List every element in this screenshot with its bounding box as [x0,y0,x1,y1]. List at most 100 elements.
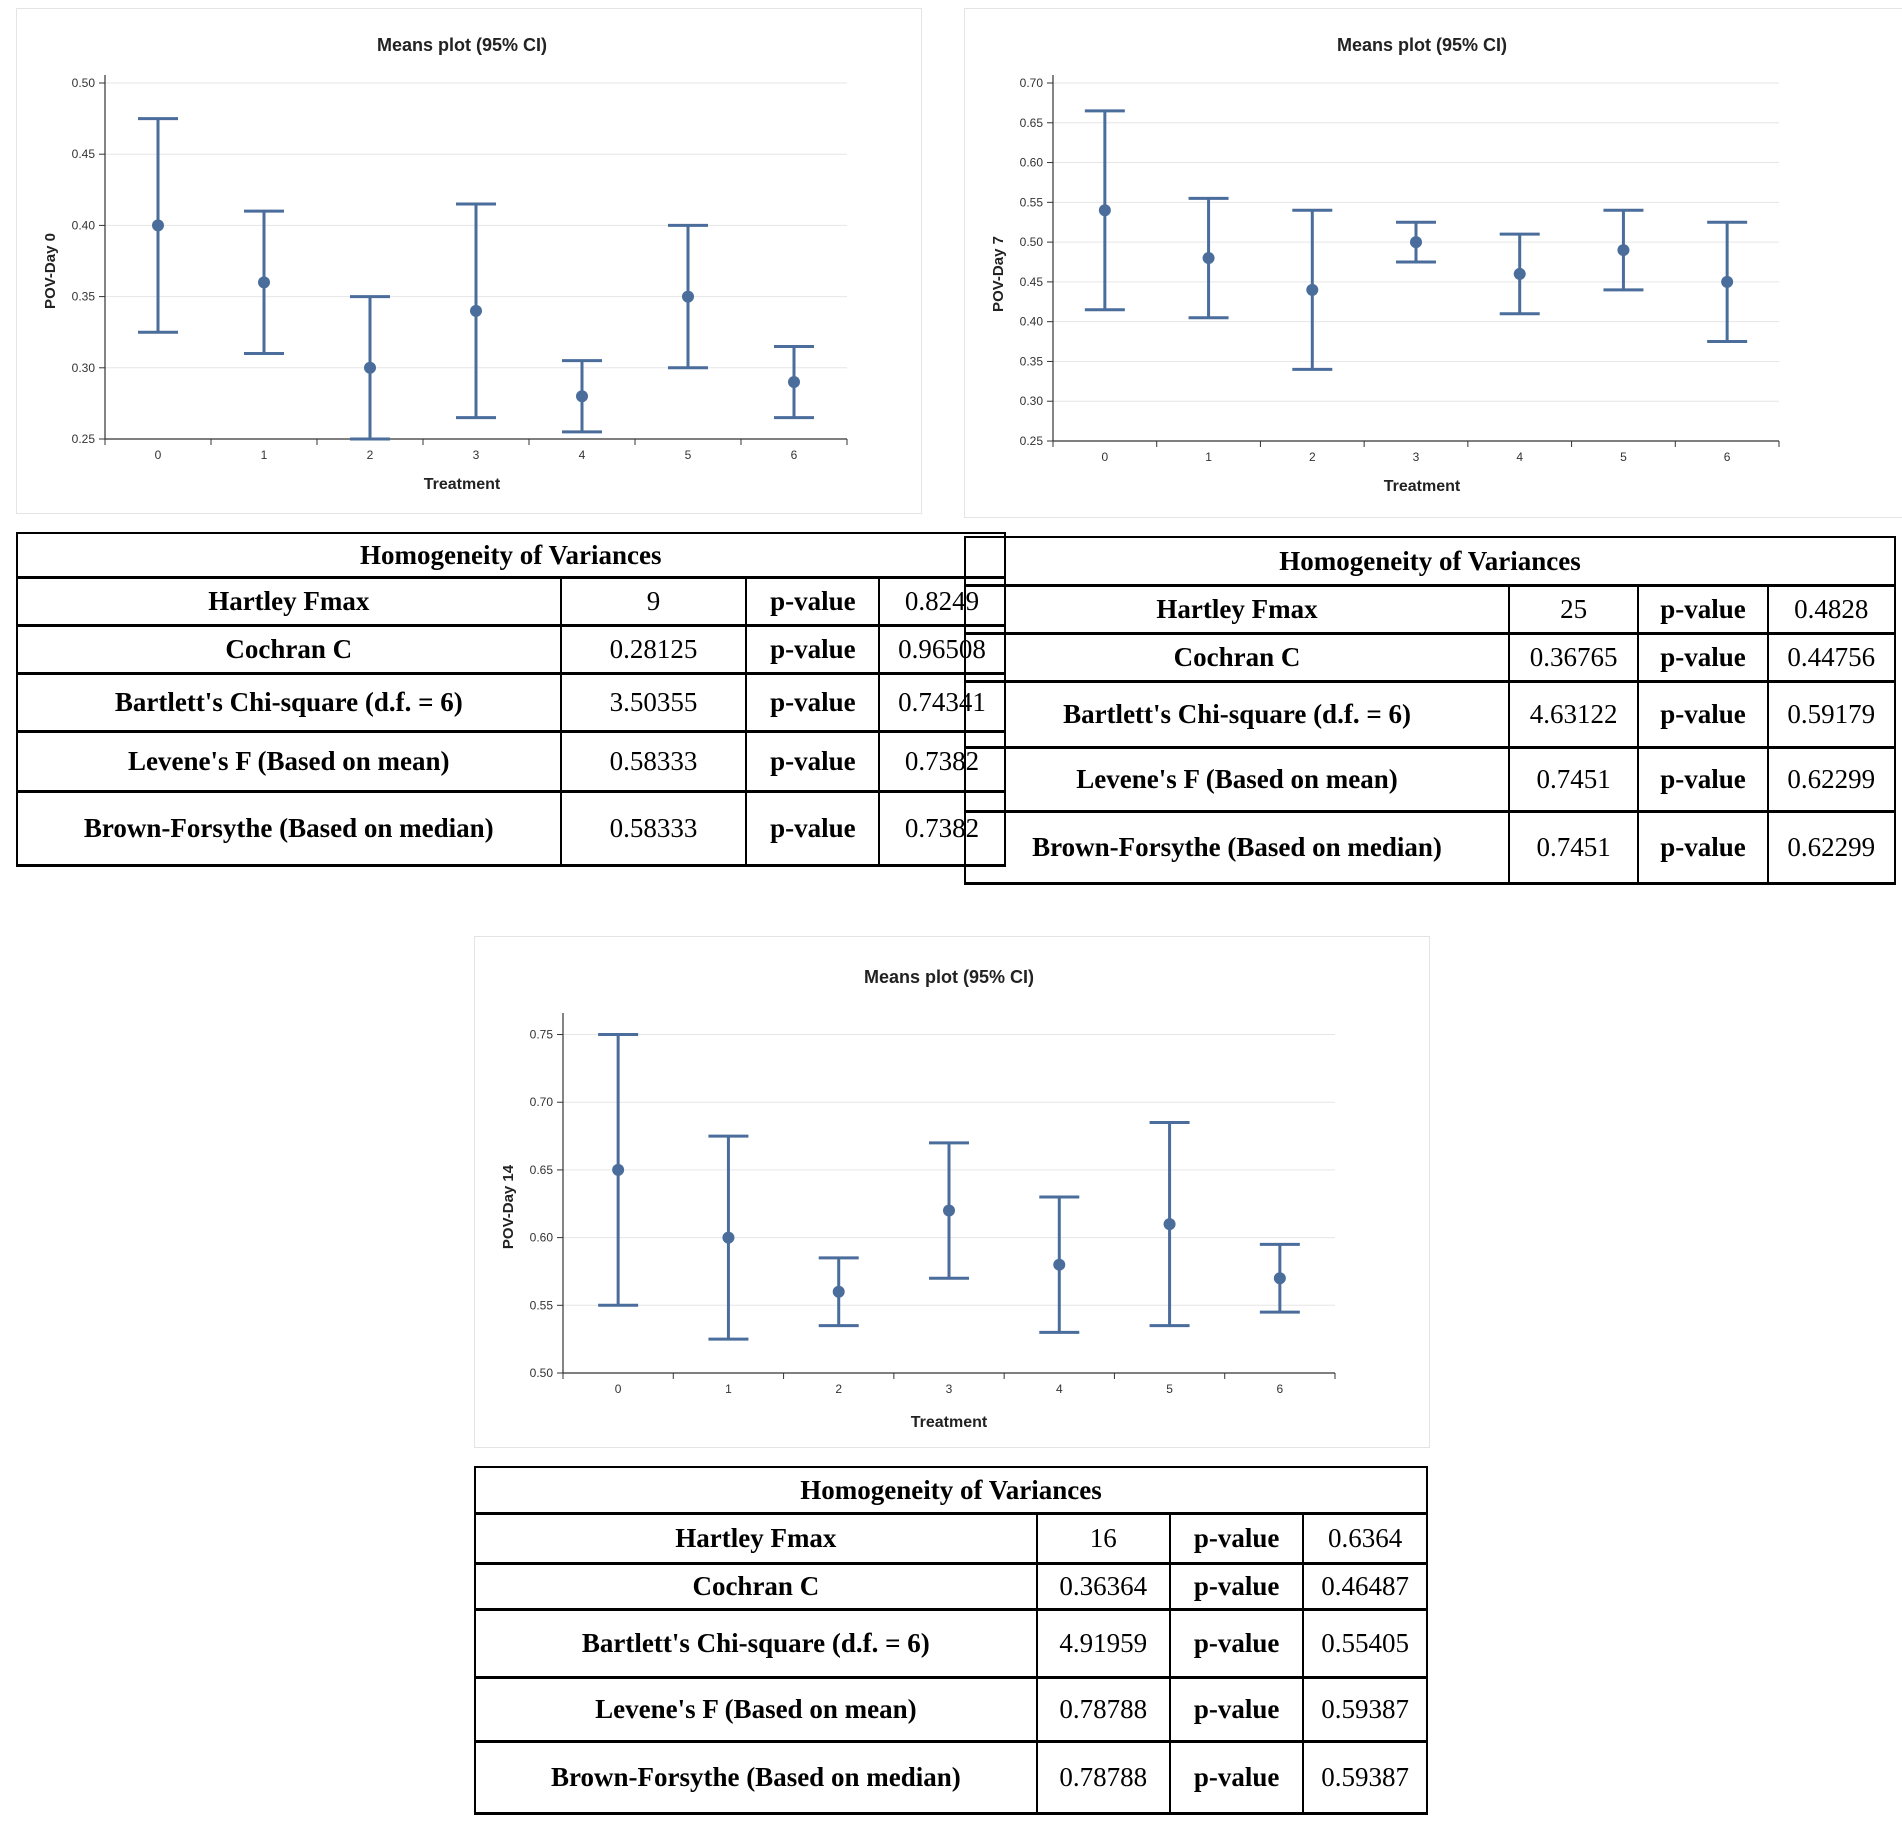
mean-point [612,1163,625,1176]
panel-c-chart: 0.50 0.55 0.60 0.65 0.70 0.75 0 1 2 3 4 5 6 Means plo… [474,936,1430,1448]
x-tick-label: 1 [725,1382,732,1396]
panel-c-table: Homogeneity of Variances Hartley Fmax 16 p-… [474,1466,1428,1815]
p-value-label: p-value [1168,1562,1305,1611]
y-tick-label: 0.55 [1020,195,1044,209]
x-tick-label: 4 [1516,450,1523,464]
x-axis-label: Treatment [424,476,501,493]
mean-point [258,276,270,289]
p-value-label: p-value [745,730,881,793]
x-tick-label: 5 [1166,1382,1173,1396]
x-tick-label: 3 [473,448,480,462]
mean-point [722,1231,735,1244]
p-value: 0.46487 [1302,1562,1428,1611]
panel-a-chart: 0.25 0.30 0.35 0.40 0.45 0.50 0 1 2 3 4 5 6 Means plo… [16,8,922,514]
p-value-label: p-value [1168,1512,1305,1565]
x-tick-label: 3 [1413,450,1420,464]
table-row: Hartley Fmax 9 p-value 0.8249 [16,576,1006,627]
p-value: 0.59387 [1302,1740,1428,1815]
stat-label: Brown-Forsythe (Based on median) [16,790,562,867]
y-tick-label: 0.30 [1020,394,1044,408]
p-value: 0.62299 [1766,810,1897,885]
p-value: 0.44756 [1766,632,1897,683]
table-row: Bartlett's Chi-square (d.f. = 6) 3.50355 p… [16,672,1006,733]
stat-label: Hartley Fmax [963,584,1511,635]
p-value-label: p-value [1168,1740,1305,1815]
mean-point [832,1285,845,1298]
y-tick-label: 0.70 [530,1095,554,1109]
y-tick-label: 0.60 [530,1231,554,1245]
stat-value: 25 [1508,584,1640,635]
table-row: Levene's F (Based on mean) 0.58333 p-value… [16,730,1006,793]
y-tick-label: 0.75 [530,1028,554,1042]
x-tick-label: 6 [791,448,798,462]
mean-point [1306,283,1319,296]
p-value-label: p-value [1637,632,1769,683]
y-tick-label: 0.25 [1020,434,1044,448]
table-title: Homogeneity of Variances [963,536,1897,587]
chart-title: Means plot (95% CI) [1337,35,1507,55]
table-row: Bartlett's Chi-square (d.f. = 6) 4.91959 p… [474,1608,1428,1679]
mean-point [1721,275,1734,288]
y-tick-label: 0.65 [530,1163,554,1177]
p-value: 0.62299 [1766,746,1897,813]
mean-point [470,304,482,317]
p-value-label: p-value [745,576,881,627]
stat-value: 9 [559,576,748,627]
x-tick-label: 0 [615,1382,622,1396]
stat-value: 4.91959 [1035,1608,1171,1679]
p-value-label: p-value [1637,584,1769,635]
x-tick-label: 2 [1309,450,1316,464]
y-tick-label: 0.50 [72,76,96,90]
y-tick-label: 0.35 [1020,354,1044,368]
x-tick-label: 4 [579,448,586,462]
y-tick-label: 0.40 [72,218,96,232]
table-row: Levene's F (Based on mean) 0.78788 p-value… [474,1676,1428,1743]
stat-value: 0.7451 [1508,746,1640,813]
x-tick-label: 4 [1056,1382,1063,1396]
stat-label: Cochran C [963,632,1511,683]
table-row: Hartley Fmax 25 p-value 0.4828 [963,584,1897,635]
mean-point [788,376,800,389]
x-tick-label: 1 [1205,450,1212,464]
mean-point [1617,244,1630,257]
table-row: Hartley Fmax 16 p-value 0.6364 [474,1512,1428,1565]
p-value: 0.4828 [1766,584,1897,635]
stat-label: Bartlett's Chi-square (d.f. = 6) [963,680,1511,749]
x-tick-label: 5 [685,448,692,462]
x-tick-label: 6 [1724,450,1731,464]
p-value-label: p-value [745,672,881,733]
stat-label: Bartlett's Chi-square (d.f. = 6) [474,1608,1038,1679]
mean-point [1202,252,1215,265]
y-tick-label: 0.65 [1020,116,1044,130]
table-row: Brown-Forsythe (Based on median) 0.7451 p-… [963,810,1897,885]
stat-value: 0.58333 [559,730,748,793]
stat-value: 0.36765 [1508,632,1640,683]
mean-point [1053,1258,1066,1271]
mean-point [1098,204,1111,217]
y-axis-label: POV-Day 0 [42,233,59,309]
chart-title: Means plot (95% CI) [377,35,547,55]
stat-value: 0.7451 [1508,810,1640,885]
table-row: Cochran C 0.36765 p-value 0.44756 [963,632,1897,683]
table-row: Bartlett's Chi-square (d.f. = 6) 4.63122 p… [963,680,1897,749]
y-tick-label: 0.30 [72,361,96,375]
y-tick-label: 0.50 [530,1366,554,1380]
stat-label: Levene's F (Based on mean) [963,746,1511,813]
stat-value: 4.63122 [1508,680,1640,749]
table-title: Homogeneity of Variances [16,532,1006,579]
stat-label: Cochran C [474,1562,1038,1611]
stat-label: Cochran C [16,624,562,675]
stat-value: 0.28125 [559,624,748,675]
y-axis-label: POV-Day 14 [500,1164,517,1249]
y-tick-label: 0.60 [1020,156,1044,170]
mean-point [1273,1272,1286,1285]
x-tick-label: 0 [1102,450,1109,464]
stat-label: Brown-Forsythe (Based on median) [474,1740,1038,1815]
stat-label: Brown-Forsythe (Based on median) [963,810,1511,885]
x-tick-label: 0 [155,448,162,462]
stat-label: Hartley Fmax [16,576,562,627]
y-tick-label: 0.45 [72,147,96,161]
x-tick-label: 6 [1277,1382,1284,1396]
y-tick-label: 0.55 [530,1298,554,1312]
p-value-label: p-value [745,790,881,867]
